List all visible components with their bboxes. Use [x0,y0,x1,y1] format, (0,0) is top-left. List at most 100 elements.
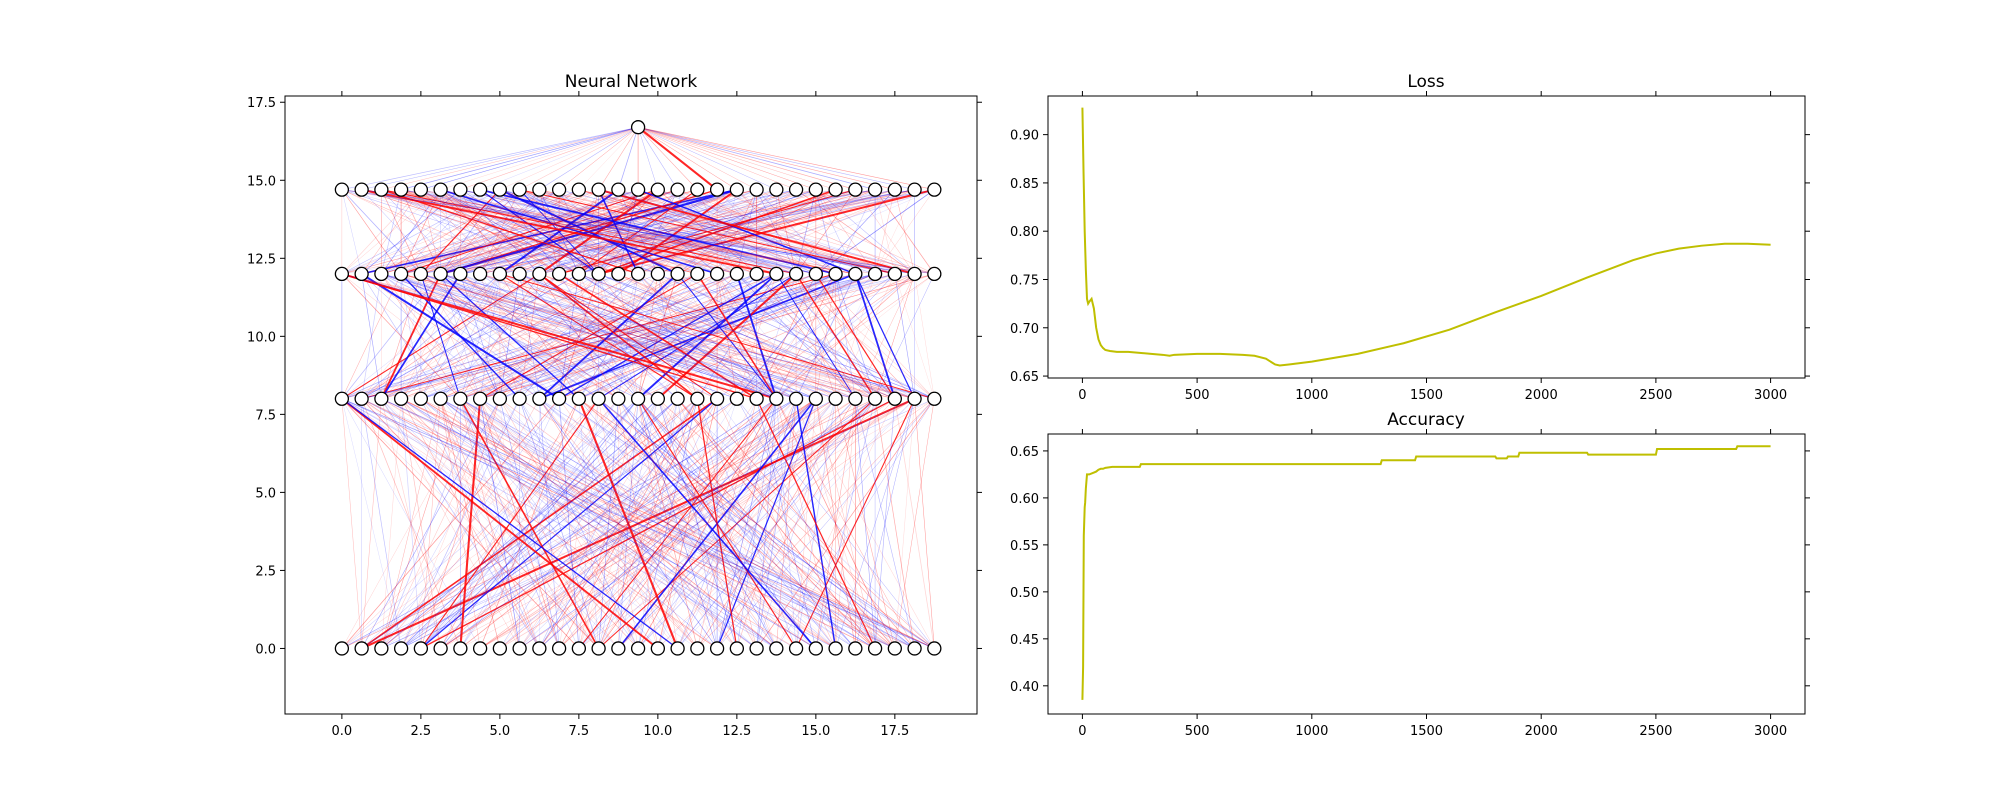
network-edge [657,189,876,275]
network-node [413,182,429,197]
network-edge [460,273,718,399]
network-edge [420,126,639,190]
network-edge [539,398,560,649]
network-edge [420,398,836,649]
network-node [453,391,468,406]
network-edge [400,398,895,649]
network-edge [539,398,856,649]
network-node [729,182,745,197]
network-edge [598,189,876,275]
network-edge [341,398,362,649]
network-node [611,391,626,406]
network-edge [519,398,678,649]
network-edge [440,189,501,275]
network-edge [638,126,816,190]
network-edge [420,273,777,400]
network-node [334,182,350,197]
network-node [611,266,626,282]
network-edge [815,273,896,400]
network-edge [697,189,915,275]
network-edge [460,189,895,275]
network-edge [539,273,915,400]
network-edge [835,273,856,399]
network-edge [874,189,935,275]
network-edge [341,189,520,275]
network-node [729,391,745,406]
network-edge [795,189,856,275]
network-edge [401,273,915,400]
network-edge [341,398,599,649]
network-edge [460,189,579,275]
network-edge [420,273,560,399]
network-edge [361,189,718,275]
network-edge [480,189,856,275]
network-edge [638,127,757,190]
network-edge [874,398,896,649]
network-edge [657,273,935,400]
network-edge [637,398,698,649]
network-edge [598,398,777,649]
network-edge [440,189,520,275]
network-edge [420,273,461,399]
network-edge [420,273,619,400]
network-edge [400,398,639,649]
network-edge [440,189,560,275]
network-edge [598,398,639,649]
network-edge [539,189,560,274]
network-edge [558,398,599,649]
network-edge [440,273,935,400]
network-edge [381,398,501,649]
network-node [630,120,646,135]
network-edge [420,398,501,649]
loss-y-tick-label: 0.80 [1010,225,1039,240]
network-edge [618,398,817,649]
network-edge [420,273,876,399]
network-edge [539,189,915,275]
network-edge [519,398,718,649]
network-node [492,182,508,197]
loss-title: Loss [1407,72,1444,92]
network-edge [460,273,777,400]
network-x-tick-label: 15.0 [801,724,830,739]
network-edge [479,273,520,399]
network-node [769,266,784,282]
network-edge [381,189,718,275]
network-edge [657,273,678,399]
network-node [393,266,409,282]
network-edge [677,398,915,649]
network-edge [657,189,698,274]
network-edge [400,189,441,275]
network-edge [499,273,678,399]
network-edge [519,398,895,649]
network-edge [637,398,718,649]
network-edge [381,398,441,649]
network-edge [519,189,737,275]
network-edge [717,189,915,275]
network-edge [637,398,678,649]
network-edge [539,398,797,649]
network-x-tick-label: 0.0 [332,724,353,739]
network-edge [716,189,757,275]
network-edge [539,273,836,400]
network-edge [578,189,757,275]
network-edge [558,273,658,399]
network-edge [420,189,560,275]
network-edge [381,273,678,400]
network-edge [736,273,876,399]
network-edge [638,189,797,275]
network-node [374,641,389,656]
network-edge [341,273,797,399]
network-edge [776,398,915,649]
network-edge [736,398,777,649]
network-edge [519,189,737,275]
network-edge [578,189,639,275]
network-edge [381,189,422,275]
network-node [907,182,922,197]
network-edge [815,273,876,399]
network-edge [716,273,816,399]
network-edge [440,398,540,649]
network-edge [381,273,816,400]
network-edge [558,273,777,400]
network-node [433,266,448,282]
network-edge [519,189,678,275]
